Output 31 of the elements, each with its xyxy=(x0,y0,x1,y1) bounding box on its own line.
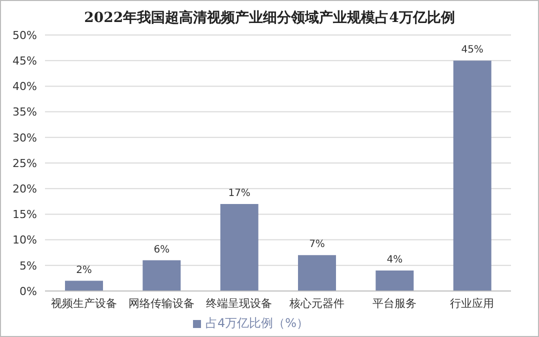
text: 7% xyxy=(309,239,325,250)
x-tick-label: 核心元器件 xyxy=(288,296,344,310)
x-tick-label: 行业应用 xyxy=(450,296,494,310)
y-tick-label: 50% xyxy=(12,28,37,42)
x-tick-label: 平台服务 xyxy=(372,296,416,310)
x-tick-label: 视频生产设备 xyxy=(50,296,117,310)
y-tick-label: 15% xyxy=(12,208,37,222)
text: 17% xyxy=(228,188,250,199)
y-tick-label: 35% xyxy=(12,106,37,119)
bar xyxy=(142,260,181,291)
bar xyxy=(298,255,336,291)
x-tick-label: 网络传输设备 xyxy=(128,296,194,310)
text: 6% xyxy=(154,244,170,256)
text: 2% xyxy=(76,264,92,276)
y-tick-label: 5% xyxy=(20,259,37,272)
y-tick-label: 30% xyxy=(12,131,37,144)
y-tick-label: 20% xyxy=(12,182,37,196)
text: 45% xyxy=(461,44,484,56)
x-tick-label: 终端呈现设备 xyxy=(206,296,272,310)
bar xyxy=(376,270,414,291)
chart-title: 2022年我国超高清视频产业细分领域产业规模占4万亿比例 xyxy=(83,9,456,27)
y-tick-label: 25% xyxy=(12,156,37,170)
legend-label: 占4万亿比例（%） xyxy=(205,316,309,330)
y-tick-label: 45% xyxy=(12,54,37,68)
bar xyxy=(220,204,258,291)
text: 4% xyxy=(386,254,403,266)
bar xyxy=(65,280,103,291)
y-tick-label: 40% xyxy=(12,80,37,94)
bar xyxy=(453,60,492,291)
y-tick-label: 0% xyxy=(20,284,37,298)
y-tick-label: 10% xyxy=(12,234,37,247)
